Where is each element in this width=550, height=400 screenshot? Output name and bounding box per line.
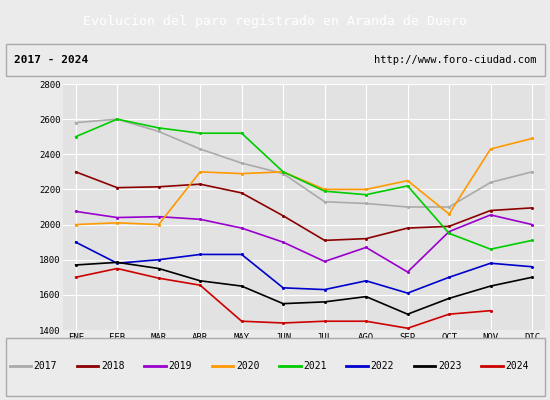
Text: 2020: 2020 <box>236 361 260 371</box>
Text: Evolucion del paro registrado en Aranda de Duero: Evolucion del paro registrado en Aranda … <box>83 14 467 28</box>
FancyBboxPatch shape <box>6 338 544 396</box>
Text: 2017: 2017 <box>34 361 57 371</box>
Text: 2021: 2021 <box>303 361 327 371</box>
Text: 2022: 2022 <box>371 361 394 371</box>
Text: 2019: 2019 <box>168 361 192 371</box>
Text: http://www.foro-ciudad.com: http://www.foro-ciudad.com <box>374 55 536 65</box>
Text: 2017 - 2024: 2017 - 2024 <box>14 55 88 65</box>
Text: 2024: 2024 <box>505 361 529 371</box>
FancyBboxPatch shape <box>6 44 544 76</box>
Text: 2023: 2023 <box>438 361 461 371</box>
Text: 2018: 2018 <box>101 361 125 371</box>
